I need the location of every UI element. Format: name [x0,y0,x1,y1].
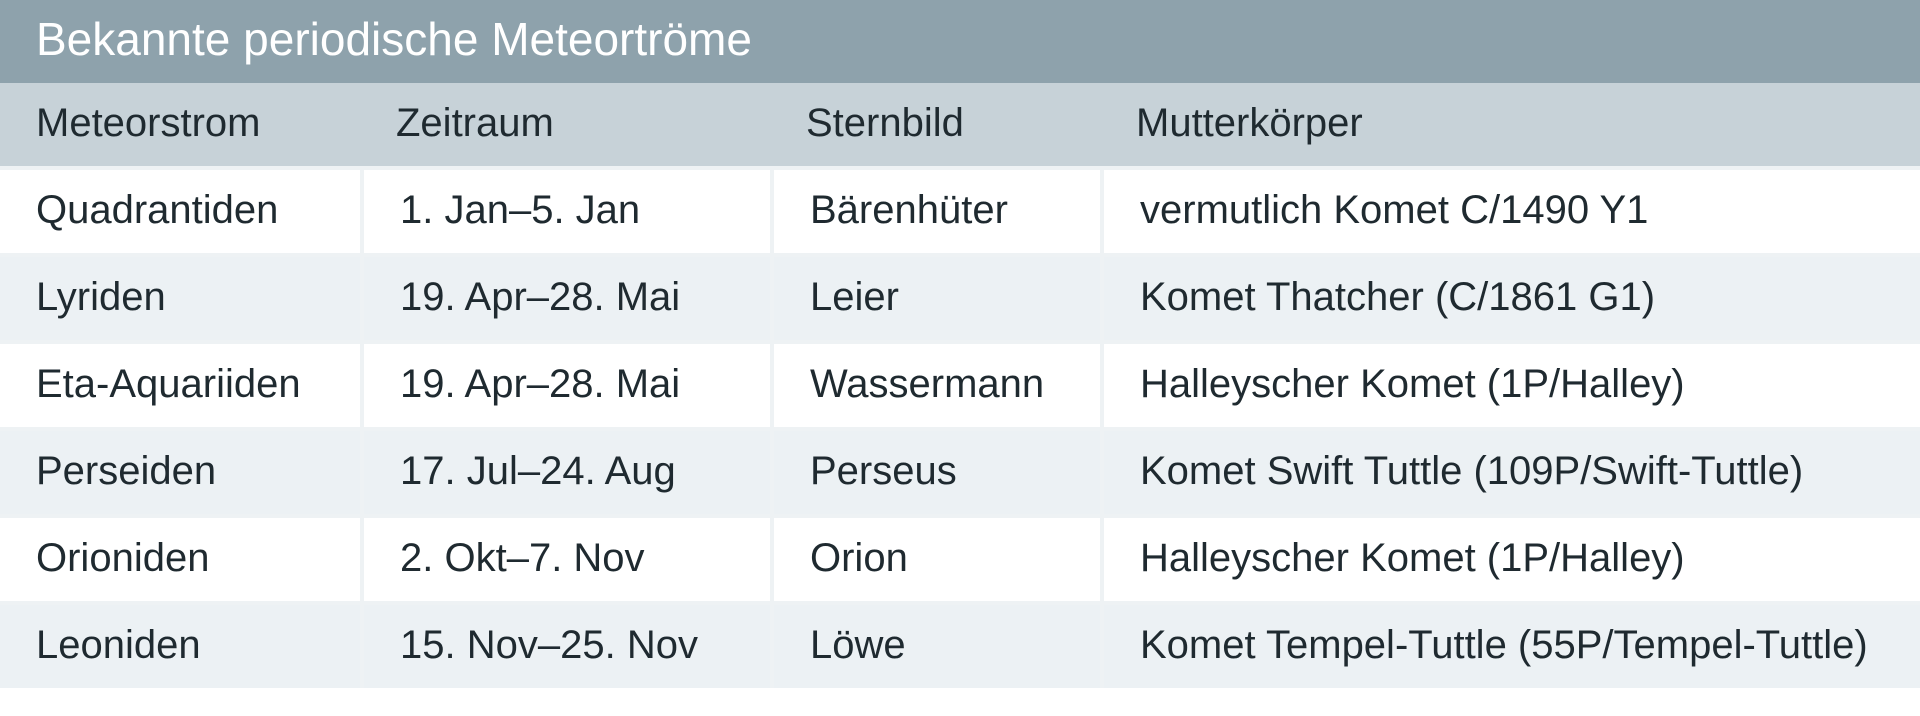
cell-mutterkoerper: Komet Swift Tuttle (109P/Swift-Tuttle) [1100,431,1920,514]
cell-zeitraum: 2. Okt–7. Nov [360,518,770,601]
table-body: Quadrantiden 1. Jan–5. Jan Bärenhüter ve… [0,166,1920,688]
cell-zeitraum: 19. Apr–28. Mai [360,257,770,340]
cell-meteorstrom: Orioniden [0,518,360,601]
cell-meteorstrom: Leoniden [0,605,360,688]
cell-sternbild: Orion [770,518,1100,601]
column-header-sternbild: Sternbild [770,83,1100,166]
cell-mutterkoerper: Halleyscher Komet (1P/Halley) [1100,518,1920,601]
table-row: Perseiden 17. Jul–24. Aug Perseus Komet … [0,427,1920,514]
cell-zeitraum: 17. Jul–24. Aug [360,431,770,514]
table-header-row: Meteorstrom Zeitraum Sternbild Mutterkör… [0,83,1920,166]
cell-sternbild: Wassermann [770,344,1100,427]
table-row: Quadrantiden 1. Jan–5. Jan Bärenhüter ve… [0,166,1920,253]
cell-meteorstrom: Quadrantiden [0,170,360,253]
table-row: Lyriden 19. Apr–28. Mai Leier Komet That… [0,253,1920,340]
table-row: Eta-Aquariiden 19. Apr–28. Mai Wasserman… [0,340,1920,427]
meteor-table: Bekannte periodische Meteortröme Meteors… [0,0,1920,688]
column-header-zeitraum: Zeitraum [360,83,770,166]
cell-sternbild: Perseus [770,431,1100,514]
cell-meteorstrom: Lyriden [0,257,360,340]
table-row: Orioniden 2. Okt–7. Nov Orion Halleysche… [0,514,1920,601]
table-row: Leoniden 15. Nov–25. Nov Löwe Komet Temp… [0,601,1920,688]
cell-zeitraum: 19. Apr–28. Mai [360,344,770,427]
table-title: Bekannte periodische Meteortröme [0,0,1920,83]
cell-mutterkoerper: Komet Tempel-Tuttle (55P/Tempel-Tuttle) [1100,605,1920,688]
cell-mutterkoerper: vermutlich Komet C/1490 Y1 [1100,170,1920,253]
cell-meteorstrom: Eta-Aquariiden [0,344,360,427]
cell-meteorstrom: Perseiden [0,431,360,514]
cell-zeitraum: 1. Jan–5. Jan [360,170,770,253]
cell-mutterkoerper: Komet Thatcher (C/1861 G1) [1100,257,1920,340]
cell-sternbild: Leier [770,257,1100,340]
cell-sternbild: Bärenhüter [770,170,1100,253]
column-header-mutterkoerper: Mutterkörper [1100,83,1920,166]
cell-zeitraum: 15. Nov–25. Nov [360,605,770,688]
column-header-meteorstrom: Meteorstrom [0,83,360,166]
cell-mutterkoerper: Halleyscher Komet (1P/Halley) [1100,344,1920,427]
cell-sternbild: Löwe [770,605,1100,688]
